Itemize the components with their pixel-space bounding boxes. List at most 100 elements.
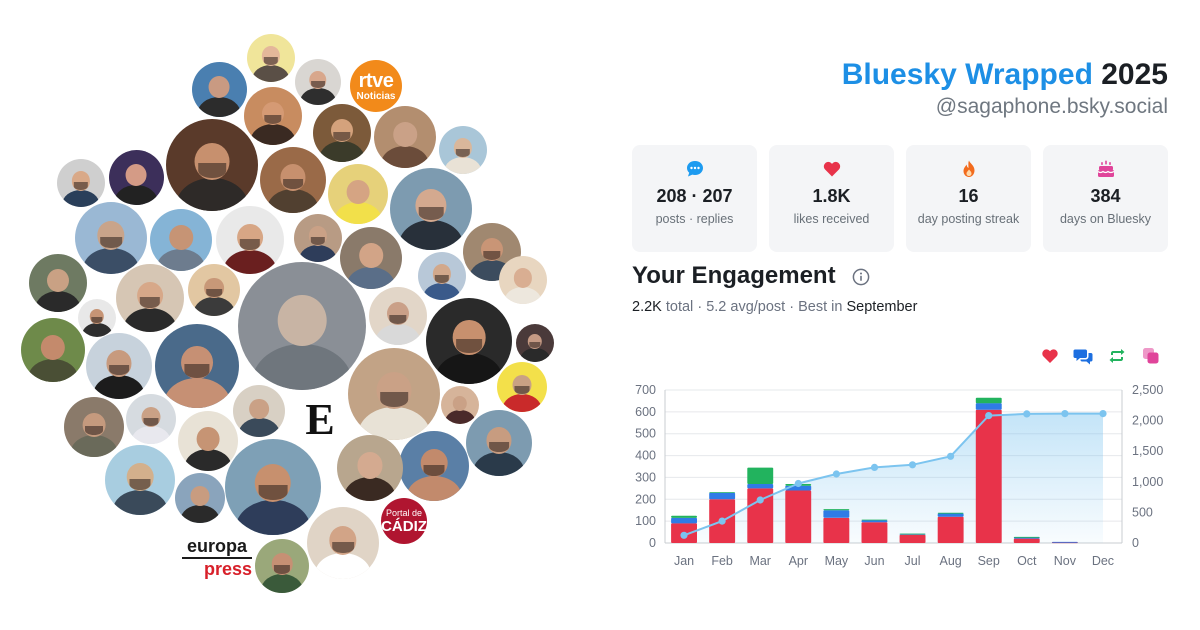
cake-icon (1097, 160, 1114, 177)
x-tick-label: Aug (940, 554, 962, 568)
avatar[interactable] (238, 262, 366, 390)
reposts-toggle-repost-icon[interactable] (1107, 346, 1127, 366)
avatar[interactable] (260, 147, 326, 213)
avatar[interactable] (191, 61, 247, 117)
avatar[interactable] (244, 87, 302, 145)
avatar[interactable] (340, 227, 402, 289)
avatar-torso (252, 64, 290, 82)
engagement-summary: 2.2K total · 5.2 avg/post · Best in Sept… (632, 299, 917, 315)
avatar[interactable] (255, 539, 309, 593)
avatar-torso (319, 141, 365, 162)
avatar[interactable] (155, 324, 239, 408)
avatar[interactable] (75, 202, 147, 274)
replies-toggle-reply-icon[interactable] (1073, 346, 1093, 366)
cumulative-point (718, 517, 726, 525)
avatar[interactable] (188, 264, 240, 316)
avatar[interactable] (150, 209, 212, 271)
bar-segment (671, 517, 697, 524)
bar-segment (1013, 538, 1040, 543)
avatar-face (125, 163, 147, 186)
avatar-beard (198, 163, 226, 178)
avatar[interactable] (516, 324, 554, 362)
engagement-chart: 0 100 200 300 400 500 600 700 0 500 1,000 1,500 2,00… (635, 383, 1163, 568)
avatar[interactable] (57, 159, 105, 207)
avatar[interactable] (225, 439, 321, 535)
bar-segment (975, 409, 1002, 543)
avatar[interactable] (29, 254, 87, 312)
likes-toggle-heart-icon[interactable] (1040, 346, 1060, 366)
avatar[interactable] (78, 299, 116, 337)
rtve-noticias-logo-text: Noticias (356, 90, 396, 102)
avatar[interactable] (295, 59, 341, 105)
cumulative-area-fill (684, 413, 1103, 543)
y-right-tick-label: 2,000 (1132, 414, 1163, 428)
avatar[interactable] (369, 287, 427, 345)
avatar[interactable] (390, 168, 472, 250)
avatar[interactable] (439, 126, 487, 174)
avatar[interactable] (64, 397, 124, 457)
avatar-torso (123, 307, 177, 332)
bar-segment (937, 512, 964, 514)
avatar[interactable] (233, 385, 285, 437)
avatar[interactable] (294, 214, 342, 262)
portal-de-cadiz-logo-text: CÁDIZ (381, 517, 427, 535)
avatar-torso (344, 477, 396, 501)
stat-value: 384 (1090, 186, 1121, 206)
avatar-torso (180, 505, 220, 523)
y-left-tick-label: 700 (635, 383, 656, 397)
avatar[interactable] (216, 206, 284, 274)
cumulative-point (680, 531, 688, 539)
avatar[interactable] (466, 410, 532, 476)
portal-de-cadiz-logo[interactable]: Portal de CÁDIZ (381, 498, 427, 544)
avatar-face (169, 225, 193, 250)
avatar[interactable] (399, 431, 469, 501)
rtve-noticias-logo[interactable]: rtve Noticias (350, 60, 402, 112)
info-icon[interactable] (852, 268, 870, 286)
avatar-face (452, 395, 468, 412)
avatar-face (277, 295, 327, 347)
bar-series (671, 397, 1078, 544)
avatar-face (359, 243, 383, 268)
quotes-toggle-quote-icon[interactable] (1141, 346, 1161, 366)
avatar[interactable] (418, 252, 466, 300)
avatar[interactable] (166, 119, 258, 211)
avatar[interactable] (307, 507, 379, 579)
avatar-beard (333, 131, 351, 142)
europa-press-logo[interactable]: europa press (182, 537, 252, 579)
avatar[interactable] (108, 149, 164, 205)
avatar[interactable] (313, 104, 371, 162)
avatar-torso (444, 156, 482, 174)
cumulative-line (680, 410, 1107, 539)
el-espanol-logo[interactable]: E (297, 397, 343, 443)
title-brand: Bluesky Wrapped (841, 58, 1093, 91)
avatar[interactable] (126, 394, 176, 444)
avatar[interactable] (499, 256, 547, 304)
x-tick-label: Feb (711, 554, 733, 568)
avatar[interactable] (247, 34, 295, 82)
avatar-torso (260, 573, 304, 593)
bar-segment (747, 488, 774, 543)
avatar[interactable] (441, 386, 479, 424)
avatar-torso (375, 324, 421, 345)
avatar[interactable] (337, 435, 403, 501)
avatar[interactable] (21, 318, 85, 382)
avatar-torso (156, 248, 206, 271)
avatar[interactable] (497, 362, 547, 412)
avatar[interactable] (178, 411, 238, 471)
avatar[interactable] (105, 445, 175, 515)
avatar-torso (114, 184, 158, 205)
avatar-torso (193, 297, 235, 316)
avatar-torso (299, 244, 337, 262)
avatar[interactable] (116, 264, 184, 332)
avatar[interactable] (426, 298, 512, 384)
avatar[interactable] (328, 164, 388, 224)
avatar[interactable] (175, 473, 225, 523)
avatar[interactable] (86, 333, 152, 399)
avatar[interactable] (374, 106, 436, 168)
avatar-beard (109, 364, 129, 376)
avatar[interactable] (348, 348, 440, 440)
avatar-torso (35, 291, 81, 312)
bar-segment (709, 492, 736, 500)
bar-segment (861, 522, 888, 543)
